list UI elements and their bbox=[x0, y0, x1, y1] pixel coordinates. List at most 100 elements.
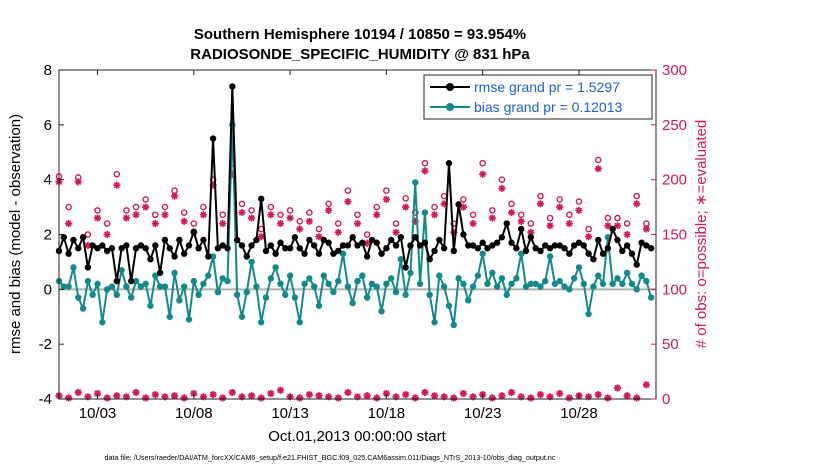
obs-bottom-marker bbox=[238, 393, 246, 401]
obs-bottom-marker bbox=[257, 394, 265, 402]
rmse-marker bbox=[479, 239, 486, 246]
rmse-marker bbox=[166, 245, 173, 252]
obs-evaluated-marker bbox=[161, 211, 169, 219]
obs-bottom-marker bbox=[113, 392, 121, 400]
obs-evaluated-marker bbox=[498, 184, 506, 193]
bias-marker bbox=[253, 283, 260, 290]
bias-marker bbox=[214, 288, 222, 296]
obs-evaluated-marker bbox=[430, 211, 439, 219]
bias-marker bbox=[498, 275, 506, 282]
rmse-marker bbox=[604, 245, 612, 252]
bias-marker bbox=[113, 291, 120, 299]
obs-possible-marker bbox=[402, 195, 409, 202]
rmse-marker bbox=[325, 239, 332, 246]
bias-marker bbox=[344, 283, 352, 290]
x-tick-label: 10/03 bbox=[79, 405, 117, 422]
obs-possible-marker bbox=[440, 192, 448, 200]
rmse-marker bbox=[378, 250, 385, 257]
rmse-marker bbox=[205, 253, 212, 260]
obs-possible-marker bbox=[537, 192, 544, 200]
obs-evaluated-marker bbox=[132, 211, 140, 219]
rmse-marker bbox=[79, 234, 87, 241]
bias-marker bbox=[647, 294, 655, 301]
bias-line bbox=[58, 123, 653, 326]
obs-evaluated-marker bbox=[305, 217, 313, 225]
rmse-marker bbox=[286, 245, 294, 252]
obs-possible-marker bbox=[344, 187, 352, 194]
rmse-marker bbox=[383, 245, 390, 252]
bias-marker bbox=[614, 275, 621, 282]
rmse-marker bbox=[590, 255, 597, 263]
rmse-marker bbox=[484, 245, 491, 252]
bias-marker bbox=[455, 275, 462, 282]
bias-marker bbox=[156, 283, 164, 290]
x-tick-label: 10/23 bbox=[464, 405, 502, 422]
bias-marker bbox=[310, 283, 318, 290]
obs-possible-marker bbox=[248, 207, 255, 214]
bias-marker bbox=[388, 275, 395, 282]
rmse-marker bbox=[200, 236, 207, 244]
obs-possible-marker bbox=[469, 211, 477, 219]
obs-possible-marker bbox=[498, 176, 506, 183]
rmse-marker bbox=[296, 245, 303, 252]
bias-marker bbox=[513, 275, 520, 282]
legend: rmse grand pr = 1.5297 bias grand pr = 0… bbox=[423, 74, 653, 120]
rmse-marker bbox=[248, 242, 255, 249]
bias-marker bbox=[517, 250, 525, 257]
bias-marker bbox=[180, 283, 188, 290]
left-tick-label: 0 bbox=[44, 281, 52, 298]
bias-marker bbox=[325, 280, 332, 288]
rmse-marker bbox=[460, 231, 467, 238]
rmse-marker bbox=[65, 250, 72, 257]
bias-marker bbox=[397, 255, 405, 263]
rmse-marker bbox=[282, 245, 289, 252]
bias-marker bbox=[277, 280, 284, 288]
obs-bottom-marker bbox=[623, 392, 631, 400]
obs-evaluated-marker bbox=[373, 211, 381, 219]
obs-possible-marker bbox=[421, 159, 429, 167]
obs-bottom-marker bbox=[161, 393, 169, 401]
obs-possible-marker bbox=[363, 231, 371, 238]
obs-evaluated-marker bbox=[556, 203, 564, 211]
bias-marker bbox=[368, 280, 376, 288]
bias-marker bbox=[421, 209, 429, 216]
obs-bottom-marker bbox=[247, 392, 256, 400]
obs-bottom-marker bbox=[122, 393, 130, 401]
obs-bottom-marker bbox=[613, 384, 622, 392]
bias-marker bbox=[301, 280, 308, 288]
obs-bottom-marker bbox=[527, 394, 535, 402]
bias-marker bbox=[296, 319, 303, 326]
rmse-marker bbox=[103, 247, 111, 255]
obs-bottom-marker bbox=[430, 392, 439, 400]
rmse-marker bbox=[137, 242, 145, 249]
obs-possible-marker bbox=[527, 220, 535, 227]
obs-evaluated-marker bbox=[180, 217, 188, 225]
obs-evaluated-marker bbox=[411, 217, 419, 225]
bias-marker bbox=[200, 280, 207, 288]
obs-bottom-marker bbox=[594, 391, 602, 399]
obs-evaluated-marker bbox=[122, 214, 130, 222]
obs-possible-marker bbox=[65, 203, 72, 211]
rmse-marker bbox=[426, 255, 433, 263]
x-axis: 10/03 10/08 10/13 10/18 10/23 10/28 bbox=[79, 70, 598, 422]
obs-bottom-marker bbox=[74, 388, 82, 397]
rmse-marker bbox=[532, 245, 539, 252]
rmse-marker bbox=[546, 245, 554, 252]
obs-bottom-marker bbox=[382, 389, 390, 398]
obs-possible-marker bbox=[460, 196, 467, 203]
obs-bottom-marker bbox=[93, 389, 102, 398]
obs-possible-marker bbox=[354, 211, 361, 219]
bias-marker bbox=[132, 277, 140, 285]
rmse-marker bbox=[99, 242, 106, 249]
rmse-marker bbox=[436, 236, 443, 244]
bias-marker bbox=[258, 319, 265, 326]
obs-bottom-marker bbox=[373, 394, 381, 402]
rmse-marker bbox=[647, 245, 655, 252]
rmse-marker bbox=[349, 234, 356, 241]
rmse-marker bbox=[580, 242, 587, 249]
right-tick-label: 50 bbox=[662, 336, 679, 353]
obs-possible-marker bbox=[431, 203, 438, 211]
bias-marker bbox=[190, 277, 198, 285]
rmse-marker bbox=[623, 242, 631, 249]
bias-marker bbox=[503, 291, 510, 299]
